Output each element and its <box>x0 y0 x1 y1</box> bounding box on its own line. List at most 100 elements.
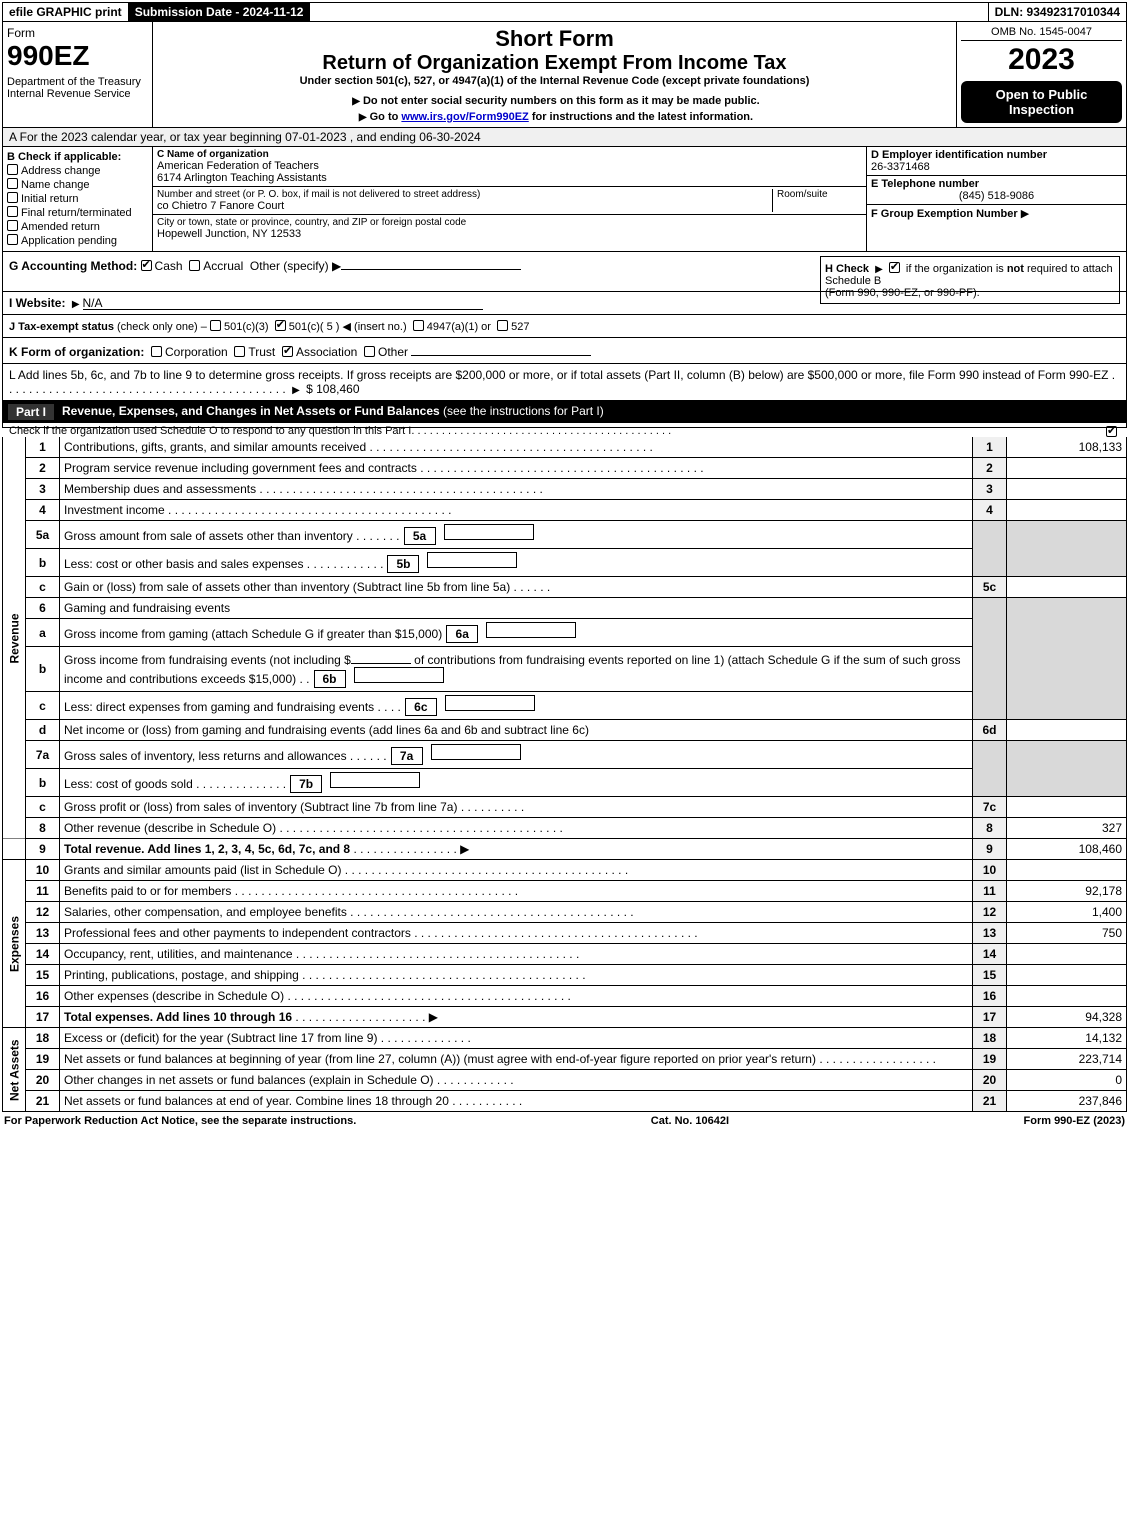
col-c: C Name of organization American Federati… <box>153 147 866 251</box>
line-3: 3 Membership dues and assessments 3 <box>3 479 1127 500</box>
form-word: Form <box>7 26 148 40</box>
ein-value: 26-3371468 <box>871 161 1122 173</box>
g-label: G Accounting Method: <box>9 259 137 273</box>
line-7c: c Gross profit or (loss) from sales of i… <box>3 797 1127 818</box>
row-k: K Form of organization: Corporation Trus… <box>2 338 1127 364</box>
footer-left: For Paperwork Reduction Act Notice, see … <box>4 1115 356 1127</box>
b-amended-return[interactable]: Amended return <box>7 219 148 233</box>
k-corp-check[interactable] <box>151 346 162 357</box>
f-arrow: ▶ <box>1021 208 1029 220</box>
e-phone-label: E Telephone number <box>871 178 1122 190</box>
form-number: 990EZ <box>7 40 148 72</box>
line-1-amount: 108,133 <box>1007 437 1127 458</box>
g-accrual-check[interactable] <box>189 260 200 271</box>
b-name-change[interactable]: Name change <box>7 177 148 191</box>
j-501c3-check[interactable] <box>210 320 221 331</box>
row-l: L Add lines 5b, 6c, and 7b to line 9 to … <box>2 364 1127 401</box>
form-header: Form 990EZ Department of the Treasury In… <box>2 22 1127 128</box>
line-13: 13 Professional fees and other payments … <box>3 923 1127 944</box>
city-label: City or town, state or province, country… <box>157 217 862 228</box>
b-final-return[interactable]: Final return/terminated <box>7 205 148 219</box>
line-18-amount: 14,132 <box>1007 1028 1127 1049</box>
footer-catno: Cat. No. 10642I <box>651 1115 729 1127</box>
line-6b: b Gross income from fundraising events (… <box>3 647 1127 692</box>
j-527-check[interactable] <box>497 320 508 331</box>
room-suite-label: Room/suite <box>772 189 862 212</box>
b-application-pending[interactable]: Application pending <box>7 233 148 247</box>
g-cash-check[interactable] <box>141 260 152 271</box>
g-other-input[interactable] <box>341 256 521 270</box>
line-11: 11 Benefits paid to or for members 11 92… <box>3 881 1127 902</box>
line-11-amount: 92,178 <box>1007 881 1127 902</box>
line-7a: 7a Gross sales of inventory, less return… <box>3 741 1127 769</box>
return-title: Return of Organization Exempt From Incom… <box>159 52 950 75</box>
line-10: Expenses 10 Grants and similar amounts p… <box>3 860 1127 881</box>
part1-table: Revenue 1 Contributions, gifts, grants, … <box>2 437 1127 1112</box>
b-initial-return[interactable]: Initial return <box>7 191 148 205</box>
subtitle: Under section 501(c), 527, or 4947(a)(1)… <box>159 75 950 87</box>
b-address-change[interactable]: Address change <box>7 163 148 177</box>
footer-right: Form 990-EZ (2023) <box>1024 1115 1126 1127</box>
row-g: G Accounting Method: Cash Accrual Other … <box>2 252 1127 292</box>
line-16: 16 Other expenses (describe in Schedule … <box>3 986 1127 1007</box>
k-other-check[interactable] <box>364 346 375 357</box>
dept-line1: Department of the Treasury <box>7 76 148 88</box>
section-a-text: A For the 2023 calendar year, or tax yea… <box>9 130 481 144</box>
line-6: 6 Gaming and fundraising events <box>3 598 1127 619</box>
line-6a: a Gross income from gaming (attach Sched… <box>3 619 1127 647</box>
header-left: Form 990EZ Department of the Treasury In… <box>3 22 153 127</box>
line-6d: d Net income or (loss) from gaming and f… <box>3 720 1127 741</box>
line-18: Net Assets 18 Excess or (deficit) for th… <box>3 1028 1127 1049</box>
line-9: 9 Total revenue. Add lines 1, 2, 3, 4, 5… <box>3 839 1127 860</box>
part1-schedule-o-check[interactable] <box>1106 426 1117 437</box>
line-20-amount: 0 <box>1007 1070 1127 1091</box>
line-4: 4 Investment income 4 <box>3 500 1127 521</box>
irs-link[interactable]: www.irs.gov/Form990EZ <box>401 111 528 123</box>
line-21: 21 Net assets or fund balances at end of… <box>3 1091 1127 1112</box>
efile-print-label[interactable]: efile GRAPHIC print <box>3 3 129 21</box>
c-name-label: C Name of organization <box>157 149 862 160</box>
k-label: K Form of organization: <box>9 345 144 359</box>
line-19: 19 Net assets or fund balances at beginn… <box>3 1049 1127 1070</box>
k-trust-check[interactable] <box>234 346 245 357</box>
page-footer: For Paperwork Reduction Act Notice, see … <box>2 1112 1127 1130</box>
k-assoc-check[interactable] <box>282 346 293 357</box>
top-bar: efile GRAPHIC print Submission Date - 20… <box>2 2 1127 22</box>
expenses-side-label: Expenses <box>3 860 26 1028</box>
l-text: L Add lines 5b, 6c, and 7b to line 9 to … <box>9 368 1108 382</box>
line-19-amount: 223,714 <box>1007 1049 1127 1070</box>
line-21-amount: 237,846 <box>1007 1091 1127 1112</box>
netassets-side-label: Net Assets <box>3 1028 26 1112</box>
line-20: 20 Other changes in net assets or fund b… <box>3 1070 1127 1091</box>
j-4947-check[interactable] <box>413 320 424 331</box>
l-amount: $ 108,460 <box>306 382 359 396</box>
org-name-2: 6174 Arlington Teaching Assistants <box>157 172 862 184</box>
col-def: D Employer identification number 26-3371… <box>866 147 1126 251</box>
open-public-inspection: Open to Public Inspection <box>961 81 1122 123</box>
line-1: Revenue 1 Contributions, gifts, grants, … <box>3 437 1127 458</box>
h-check[interactable] <box>889 262 900 273</box>
line-8-amount: 327 <box>1007 818 1127 839</box>
submission-date: Submission Date - 2024-11-12 <box>129 3 311 21</box>
f-group-label: F Group Exemption Number <box>871 208 1018 220</box>
line-15: 15 Printing, publications, postage, and … <box>3 965 1127 986</box>
line-2: 2 Program service revenue including gove… <box>3 458 1127 479</box>
b-label: B Check if applicable: <box>7 151 148 163</box>
j-label: J Tax-exempt status <box>9 321 114 333</box>
org-name-1: American Federation of Teachers <box>157 160 862 172</box>
line-7b: b Less: cost of goods sold . . . . . . .… <box>3 769 1127 797</box>
line-17: 17 Total expenses. Add lines 10 through … <box>3 1007 1127 1028</box>
block-bcdef: B Check if applicable: Address change Na… <box>2 147 1127 252</box>
line-14: 14 Occupancy, rent, utilities, and maint… <box>3 944 1127 965</box>
header-right: OMB No. 1545-0047 2023 Open to Public In… <box>956 22 1126 127</box>
street-address: co Chietro 7 Fanore Court <box>157 200 772 212</box>
part1-header: Part I Revenue, Expenses, and Changes in… <box>2 401 1127 423</box>
city-state-zip: Hopewell Junction, NY 12533 <box>157 228 862 240</box>
addr-label: Number and street (or P. O. box, if mail… <box>157 189 772 200</box>
note-ssn: Do not enter social security numbers on … <box>159 95 950 107</box>
row-j: J Tax-exempt status (check only one) ‒ 5… <box>2 315 1127 338</box>
j-501c-check[interactable] <box>275 320 286 331</box>
section-a: A For the 2023 calendar year, or tax yea… <box>2 128 1127 147</box>
phone-value: (845) 518-9086 <box>871 190 1122 202</box>
line-12: 12 Salaries, other compensation, and emp… <box>3 902 1127 923</box>
